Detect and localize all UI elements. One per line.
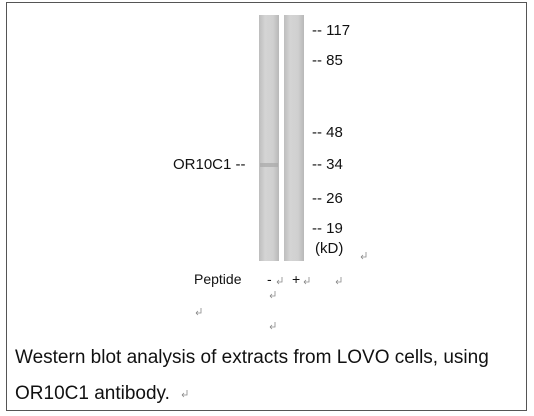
lane-label: - — [267, 271, 272, 287]
caption-line: Western blot analysis of extracts from L… — [15, 347, 489, 368]
return-mark — [269, 322, 276, 330]
return-mark — [303, 277, 310, 285]
frame — [6, 2, 527, 411]
marker-label: -- 19 — [312, 220, 343, 237]
return-mark — [181, 390, 188, 398]
peptide-label: Peptide — [194, 271, 242, 287]
caption-line: OR10C1 antibody. — [15, 383, 170, 404]
lane — [259, 15, 279, 261]
return-mark — [195, 308, 202, 316]
marker-label: -- 34 — [312, 156, 343, 173]
return-mark — [276, 277, 283, 285]
marker-label: -- 85 — [312, 52, 343, 69]
unit: (kD) — [315, 240, 344, 257]
return-mark — [360, 252, 367, 260]
return-mark — [335, 277, 342, 285]
return-mark — [269, 291, 276, 299]
marker-label: -- 117 — [312, 22, 351, 39]
target-label: OR10C1 -- — [173, 156, 246, 173]
marker-label: -- 48 — [312, 124, 343, 141]
marker-label: -- 26 — [312, 190, 343, 207]
lane — [284, 15, 304, 261]
band — [260, 163, 278, 167]
lane-label: + — [292, 271, 301, 287]
